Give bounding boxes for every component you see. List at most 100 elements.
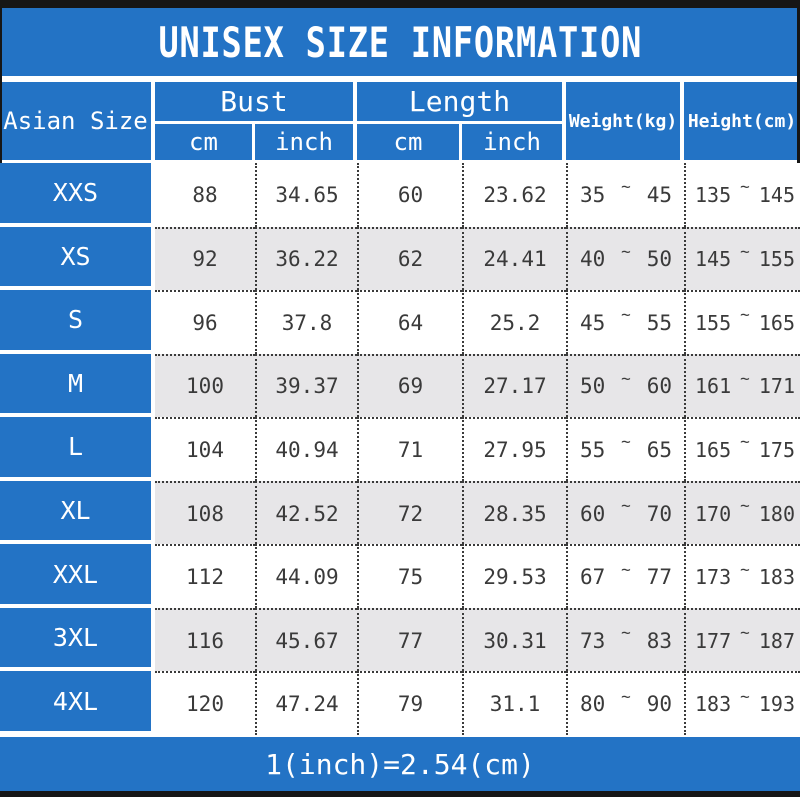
bust-cm-value: 96 (155, 290, 255, 354)
bust-inch-value: 37.8 (255, 290, 357, 354)
weight-min-value: 35 (580, 182, 606, 207)
height-min-value: 170 (695, 501, 732, 526)
frame-bottom-strip (0, 791, 800, 797)
conversion-note: 1(inch)=2.54(cm) (265, 747, 535, 781)
weight-max-value: 77 (646, 565, 672, 590)
table-header: Asian Size Bust Length Weight(kg) Height… (0, 76, 800, 163)
weight-range: 67 ~77 (566, 544, 684, 608)
height-range: 155 ~165 (684, 290, 800, 354)
height-max-value: 193 (758, 692, 795, 717)
tilde-separator: ~ (621, 623, 631, 643)
height-min-value: 183 (695, 692, 732, 717)
frame-top-strip (0, 0, 800, 8)
table-row: M 100 39.37 69 27.17 50 ~60 161 ~171 (0, 353, 800, 418)
bust-inch-value: 36.22 (255, 226, 357, 291)
weight-range: 50 ~60 (566, 353, 684, 418)
bust-inch-value: 40.94 (255, 417, 357, 481)
height-min-value: 135 (695, 182, 732, 207)
tilde-separator: ~ (621, 368, 631, 388)
tilde-separator: ~ (621, 559, 631, 579)
height-max-value: 175 (758, 437, 795, 462)
tilde-separator: ~ (740, 305, 750, 325)
size-label: XXS (0, 163, 155, 227)
length-inch-value: 30.31 (462, 607, 566, 672)
height-min-value: 145 (695, 247, 732, 272)
bust-cm-value: 100 (155, 353, 255, 418)
length-inch-value: 23.62 (462, 163, 566, 227)
weight-max-value: 45 (646, 182, 672, 207)
table-row: XL 108 42.52 72 28.35 60 ~70 170 ~180 (0, 480, 800, 545)
tilde-separator: ~ (621, 177, 631, 197)
tilde-separator: ~ (621, 241, 631, 261)
tilde-separator: ~ (740, 432, 750, 452)
header-asian-size: Asian Size (0, 82, 155, 160)
length-cm-value: 72 (357, 480, 462, 545)
length-inch-value: 25.2 (462, 290, 566, 354)
bust-inch-value: 47.24 (255, 671, 357, 735)
weight-range: 40 ~50 (566, 226, 684, 291)
tilde-separator: ~ (740, 177, 750, 197)
length-inch-value: 28.35 (462, 480, 566, 545)
length-cm-value: 79 (357, 671, 462, 735)
tilde-separator: ~ (740, 686, 750, 706)
length-inch-value: 27.17 (462, 353, 566, 418)
size-label: XXL (0, 544, 155, 608)
table-row: 3XL 116 45.67 77 30.31 73 ~83 177 ~187 (0, 607, 800, 672)
weight-min-value: 55 (580, 437, 606, 462)
weight-max-value: 55 (646, 310, 672, 335)
size-label: M (0, 353, 155, 418)
height-range: 170 ~180 (684, 480, 800, 545)
header-weight: Weight(kg) (566, 82, 684, 160)
table-row: 4XL 120 47.24 79 31.1 80 ~90 183 ~193 (0, 671, 800, 735)
weight-max-value: 65 (646, 437, 672, 462)
weight-max-value: 60 (646, 374, 672, 399)
tilde-separator: ~ (621, 496, 631, 516)
weight-min-value: 50 (580, 374, 606, 399)
weight-max-value: 50 (646, 247, 672, 272)
weight-max-value: 70 (646, 501, 672, 526)
title-bar: UNISEX SIZE INFORMATION (0, 8, 800, 76)
header-length-cm: cm (357, 124, 462, 160)
table-row: L 104 40.94 71 27.95 55 ~65 165 ~175 (0, 417, 800, 481)
length-cm-value: 71 (357, 417, 462, 481)
height-range: 177 ~187 (684, 607, 800, 672)
height-min-value: 177 (695, 628, 732, 653)
header-bust-group: Bust (155, 82, 357, 124)
length-cm-value: 77 (357, 607, 462, 672)
tilde-separator: ~ (740, 368, 750, 388)
length-inch-value: 29.53 (462, 544, 566, 608)
height-range: 165 ~175 (684, 417, 800, 481)
header-bust-inch: inch (255, 124, 357, 160)
tilde-separator: ~ (740, 559, 750, 579)
header-length-group: Length (357, 82, 566, 124)
bust-cm-value: 120 (155, 671, 255, 735)
height-max-value: 183 (758, 565, 795, 590)
height-max-value: 171 (758, 374, 795, 399)
height-min-value: 155 (695, 310, 732, 335)
length-inch-value: 31.1 (462, 671, 566, 735)
height-min-value: 161 (695, 374, 732, 399)
length-inch-value: 24.41 (462, 226, 566, 291)
height-max-value: 155 (758, 247, 795, 272)
length-cm-value: 60 (357, 163, 462, 227)
size-label: XL (0, 480, 155, 545)
bust-cm-value: 112 (155, 544, 255, 608)
length-inch-value: 27.95 (462, 417, 566, 481)
weight-min-value: 60 (580, 501, 606, 526)
bust-inch-value: 34.65 (255, 163, 357, 227)
weight-range: 45 ~55 (566, 290, 684, 354)
table-row: S 96 37.8 64 25.2 45 ~55 155 ~165 (0, 290, 800, 354)
length-cm-value: 64 (357, 290, 462, 354)
weight-range: 55 ~65 (566, 417, 684, 481)
size-label: 4XL (0, 671, 155, 735)
length-cm-value: 62 (357, 226, 462, 291)
height-max-value: 180 (758, 501, 795, 526)
bust-cm-value: 92 (155, 226, 255, 291)
height-range: 161 ~171 (684, 353, 800, 418)
size-label: XS (0, 226, 155, 291)
weight-range: 35 ~45 (566, 163, 684, 227)
bust-cm-value: 108 (155, 480, 255, 545)
tilde-separator: ~ (621, 432, 631, 452)
weight-range: 80 ~90 (566, 671, 684, 735)
